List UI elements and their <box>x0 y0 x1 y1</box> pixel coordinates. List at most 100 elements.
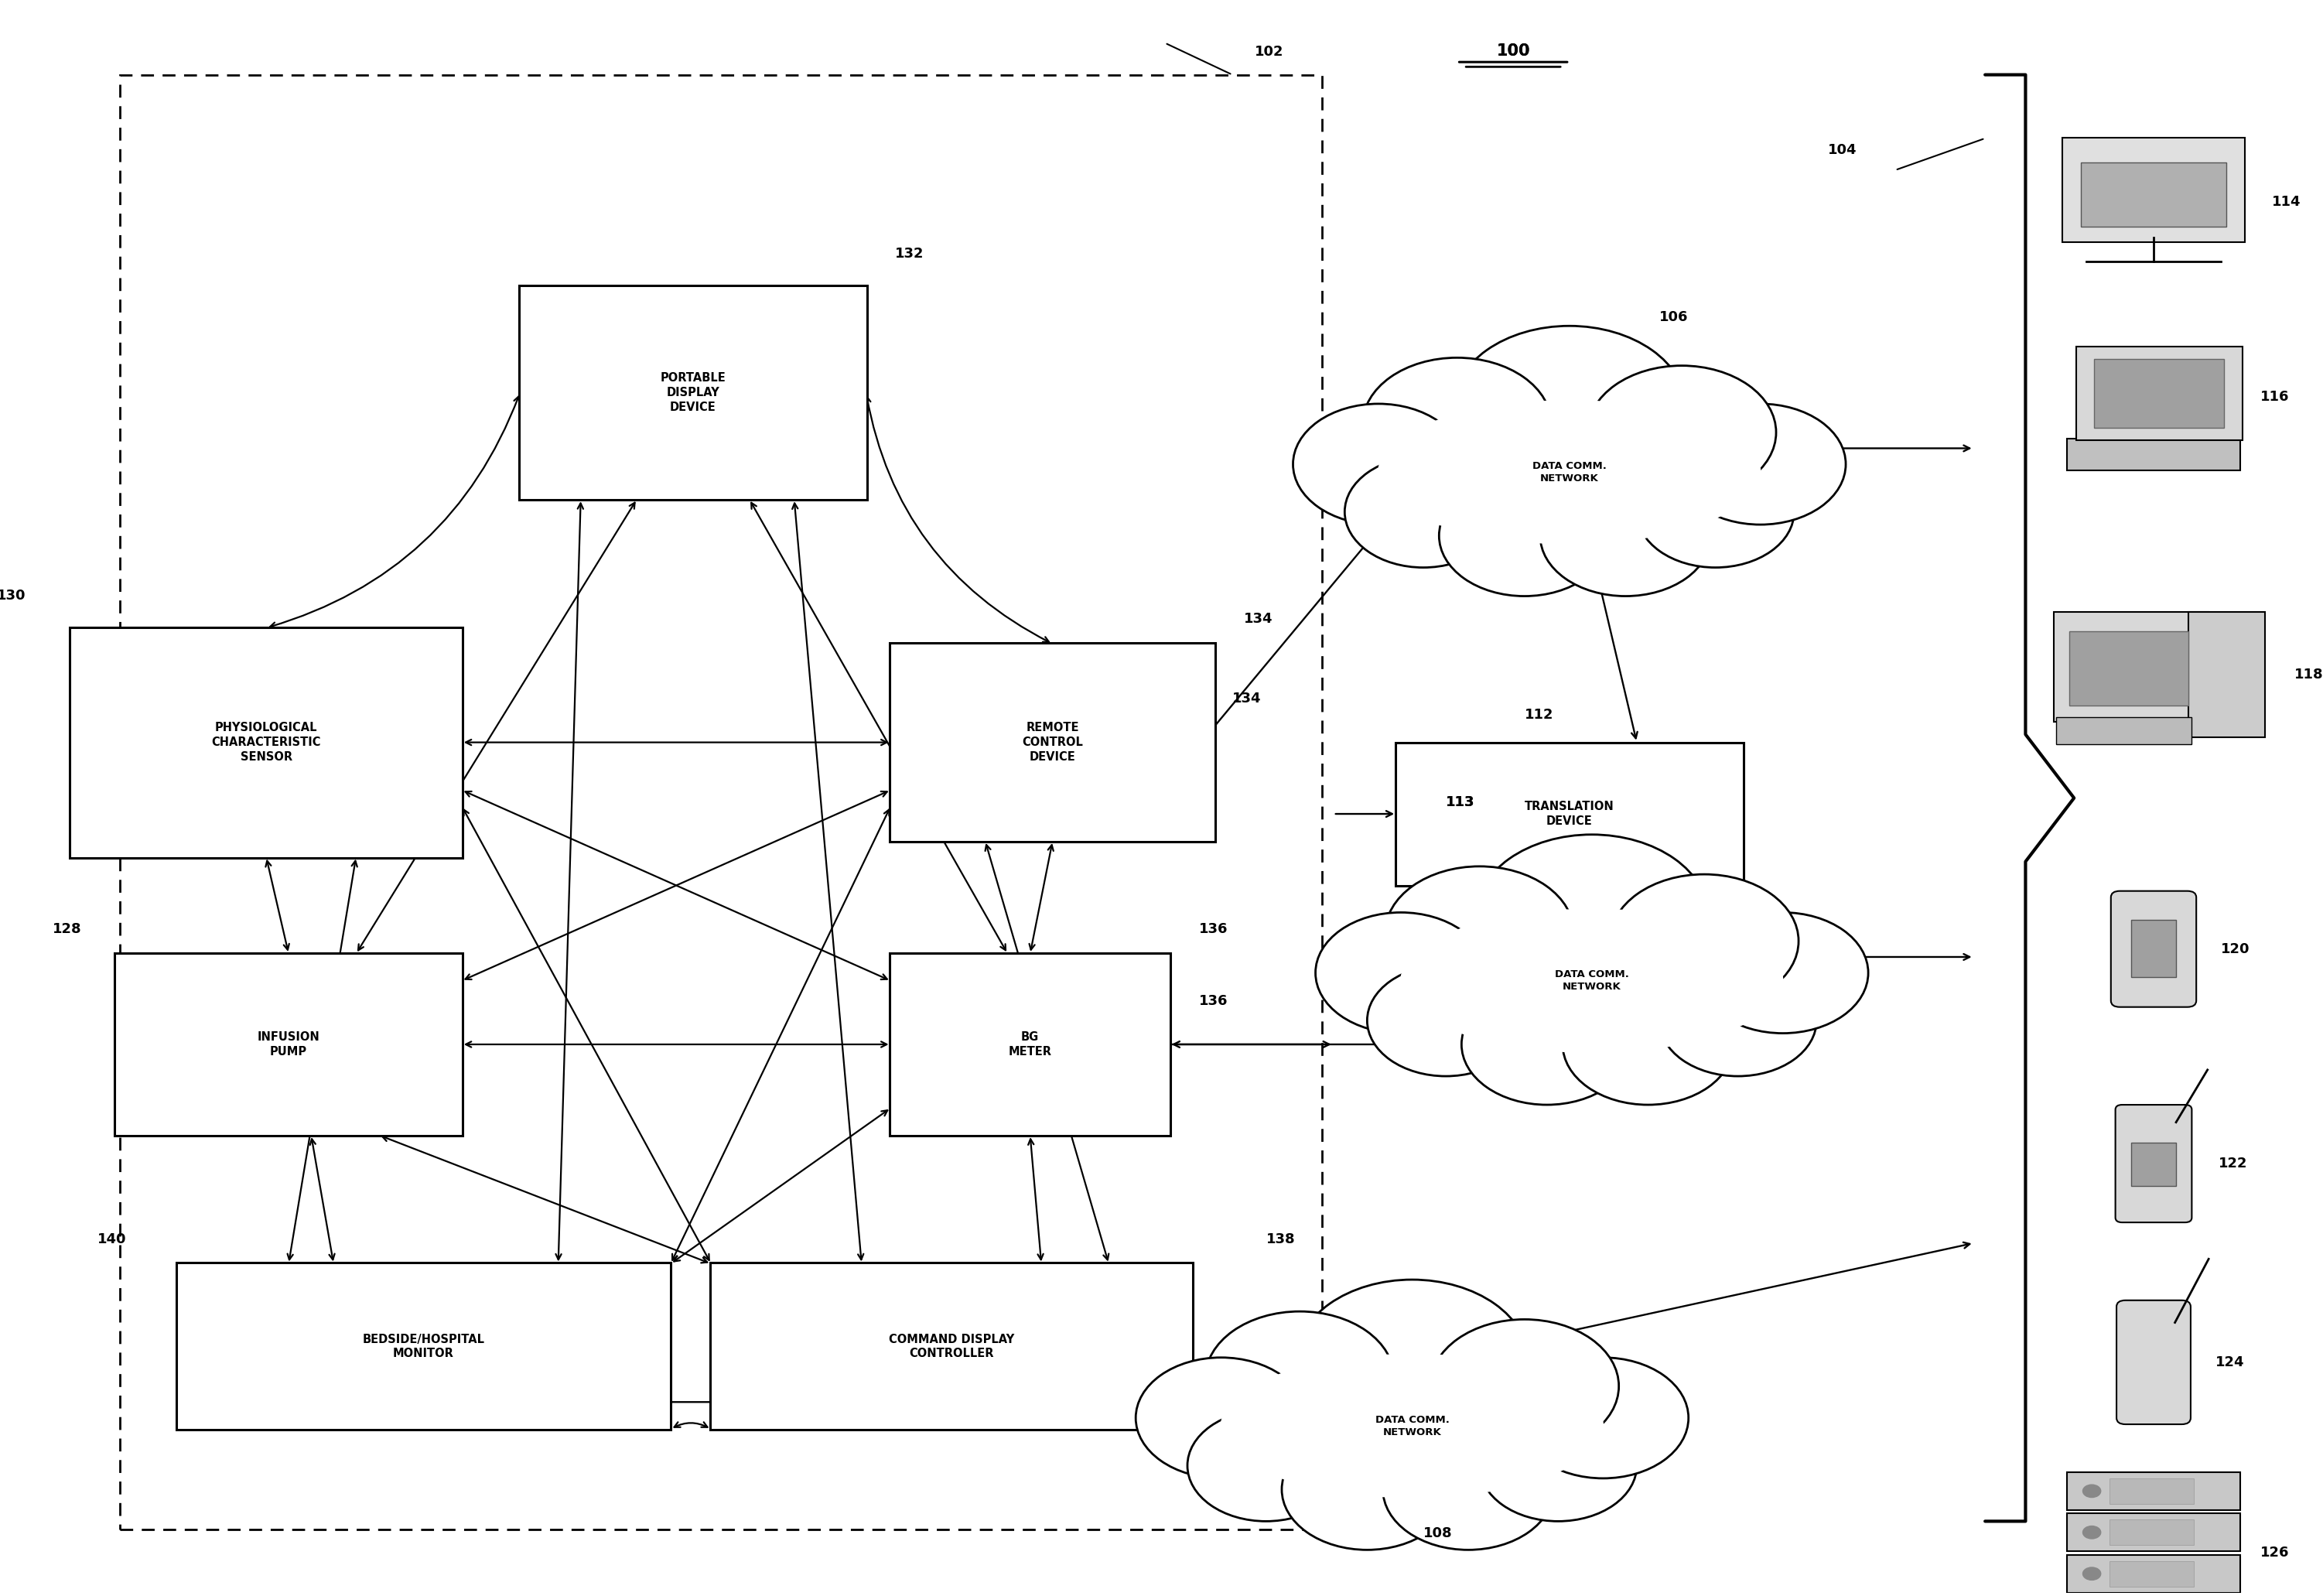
Text: 104: 104 <box>1828 144 1856 158</box>
Text: REMOTE
CONTROL
DEVICE: REMOTE CONTROL DEVICE <box>1022 721 1083 763</box>
FancyBboxPatch shape <box>2130 1143 2177 1186</box>
Circle shape <box>1345 456 1503 568</box>
Circle shape <box>1461 985 1633 1104</box>
Circle shape <box>1587 365 1777 500</box>
Text: BEDSIDE/HOSPITAL
MONITOR: BEDSIDE/HOSPITAL MONITOR <box>362 1333 486 1360</box>
Circle shape <box>2084 1567 2100 1580</box>
FancyBboxPatch shape <box>2112 891 2195 1007</box>
Text: 134: 134 <box>1231 691 1261 705</box>
Text: 124: 124 <box>2216 1355 2244 1369</box>
FancyBboxPatch shape <box>2077 346 2242 440</box>
Ellipse shape <box>1222 1355 1603 1497</box>
FancyBboxPatch shape <box>2067 1472 2239 1510</box>
Text: TRANSLATION
DEVICE: TRANSLATION DEVICE <box>1524 801 1614 827</box>
Text: 113: 113 <box>1445 795 1475 809</box>
Text: DATA COMM.
NETWORK: DATA COMM. NETWORK <box>1554 970 1628 993</box>
Text: PHYSIOLOGICAL
CHARACTERISTIC
SENSOR: PHYSIOLOGICAL CHARACTERISTIC SENSOR <box>211 721 321 763</box>
Text: 100: 100 <box>1496 43 1531 59</box>
Text: DATA COMM.
NETWORK: DATA COMM. NETWORK <box>1375 1414 1450 1436</box>
Circle shape <box>2084 1484 2100 1497</box>
FancyBboxPatch shape <box>177 1262 671 1430</box>
Text: PORTABLE
DISPLAY
DEVICE: PORTABLE DISPLAY DEVICE <box>660 372 725 413</box>
FancyBboxPatch shape <box>2067 439 2239 471</box>
Circle shape <box>1431 1320 1619 1452</box>
FancyBboxPatch shape <box>2081 163 2228 227</box>
FancyBboxPatch shape <box>2130 919 2177 977</box>
FancyBboxPatch shape <box>890 953 1171 1136</box>
Text: 126: 126 <box>2260 1547 2290 1559</box>
Circle shape <box>1452 326 1686 492</box>
FancyBboxPatch shape <box>2116 1301 2191 1424</box>
Circle shape <box>1382 1428 1554 1550</box>
Circle shape <box>1315 913 1487 1033</box>
Circle shape <box>2084 1526 2100 1539</box>
Text: 120: 120 <box>2221 942 2251 956</box>
FancyBboxPatch shape <box>2063 137 2244 243</box>
FancyBboxPatch shape <box>2188 611 2265 737</box>
Text: 106: 106 <box>1659 310 1689 324</box>
FancyBboxPatch shape <box>890 643 1215 841</box>
Text: 128: 128 <box>53 922 81 937</box>
Text: 132: 132 <box>894 247 925 260</box>
Text: 114: 114 <box>2272 195 2300 209</box>
Text: 134: 134 <box>1243 613 1273 626</box>
FancyBboxPatch shape <box>1396 742 1745 886</box>
Circle shape <box>1368 966 1524 1076</box>
FancyBboxPatch shape <box>2056 717 2193 744</box>
Circle shape <box>1206 1312 1394 1444</box>
FancyBboxPatch shape <box>70 627 462 857</box>
Text: 118: 118 <box>2295 667 2323 681</box>
Circle shape <box>1385 867 1575 999</box>
FancyBboxPatch shape <box>2109 1519 2193 1545</box>
Circle shape <box>1282 1428 1452 1550</box>
Text: 100: 100 <box>1496 43 1531 59</box>
Text: INFUSION
PUMP: INFUSION PUMP <box>258 1031 321 1058</box>
FancyBboxPatch shape <box>2054 611 2209 721</box>
FancyBboxPatch shape <box>711 1262 1194 1430</box>
Circle shape <box>1296 1280 1529 1444</box>
Text: 140: 140 <box>98 1232 128 1246</box>
Circle shape <box>1610 875 1798 1007</box>
Text: 116: 116 <box>2260 389 2290 404</box>
FancyBboxPatch shape <box>2067 1513 2239 1551</box>
FancyBboxPatch shape <box>2109 1478 2193 1503</box>
Text: 138: 138 <box>1266 1232 1296 1246</box>
Circle shape <box>1698 913 1868 1033</box>
FancyBboxPatch shape <box>2070 630 2188 705</box>
Ellipse shape <box>1378 894 1805 1068</box>
Text: 112: 112 <box>1108 699 1138 713</box>
Circle shape <box>1475 835 1710 999</box>
FancyBboxPatch shape <box>2093 359 2225 428</box>
Ellipse shape <box>1401 910 1782 1052</box>
Circle shape <box>1438 476 1610 597</box>
Circle shape <box>1517 1358 1689 1478</box>
Text: BG
METER: BG METER <box>1008 1031 1052 1058</box>
Circle shape <box>1659 966 1817 1076</box>
Ellipse shape <box>1378 401 1761 544</box>
Text: 136: 136 <box>1199 922 1227 937</box>
Circle shape <box>1294 404 1463 525</box>
Circle shape <box>1187 1409 1345 1521</box>
Text: COMMAND DISPLAY
CONTROLLER: COMMAND DISPLAY CONTROLLER <box>890 1333 1015 1360</box>
Text: 130: 130 <box>0 589 26 602</box>
Text: 102: 102 <box>1254 45 1285 59</box>
FancyBboxPatch shape <box>2116 1104 2193 1223</box>
Ellipse shape <box>1357 385 1782 560</box>
Circle shape <box>1675 404 1847 525</box>
Circle shape <box>1136 1358 1306 1478</box>
Text: 113: 113 <box>1445 795 1475 809</box>
Text: DATA COMM.
NETWORK: DATA COMM. NETWORK <box>1533 461 1608 484</box>
Circle shape <box>1540 476 1712 597</box>
Circle shape <box>1480 1409 1638 1521</box>
Ellipse shape <box>1199 1339 1626 1513</box>
FancyBboxPatch shape <box>2109 1561 2193 1586</box>
Text: 108: 108 <box>1424 1526 1452 1540</box>
Text: 136: 136 <box>1199 994 1227 1007</box>
Circle shape <box>1563 985 1733 1104</box>
Circle shape <box>1638 456 1793 568</box>
Text: 122: 122 <box>2218 1157 2249 1170</box>
Circle shape <box>1364 358 1552 492</box>
FancyBboxPatch shape <box>114 953 462 1136</box>
FancyBboxPatch shape <box>518 286 866 500</box>
Text: 112: 112 <box>1524 707 1554 721</box>
